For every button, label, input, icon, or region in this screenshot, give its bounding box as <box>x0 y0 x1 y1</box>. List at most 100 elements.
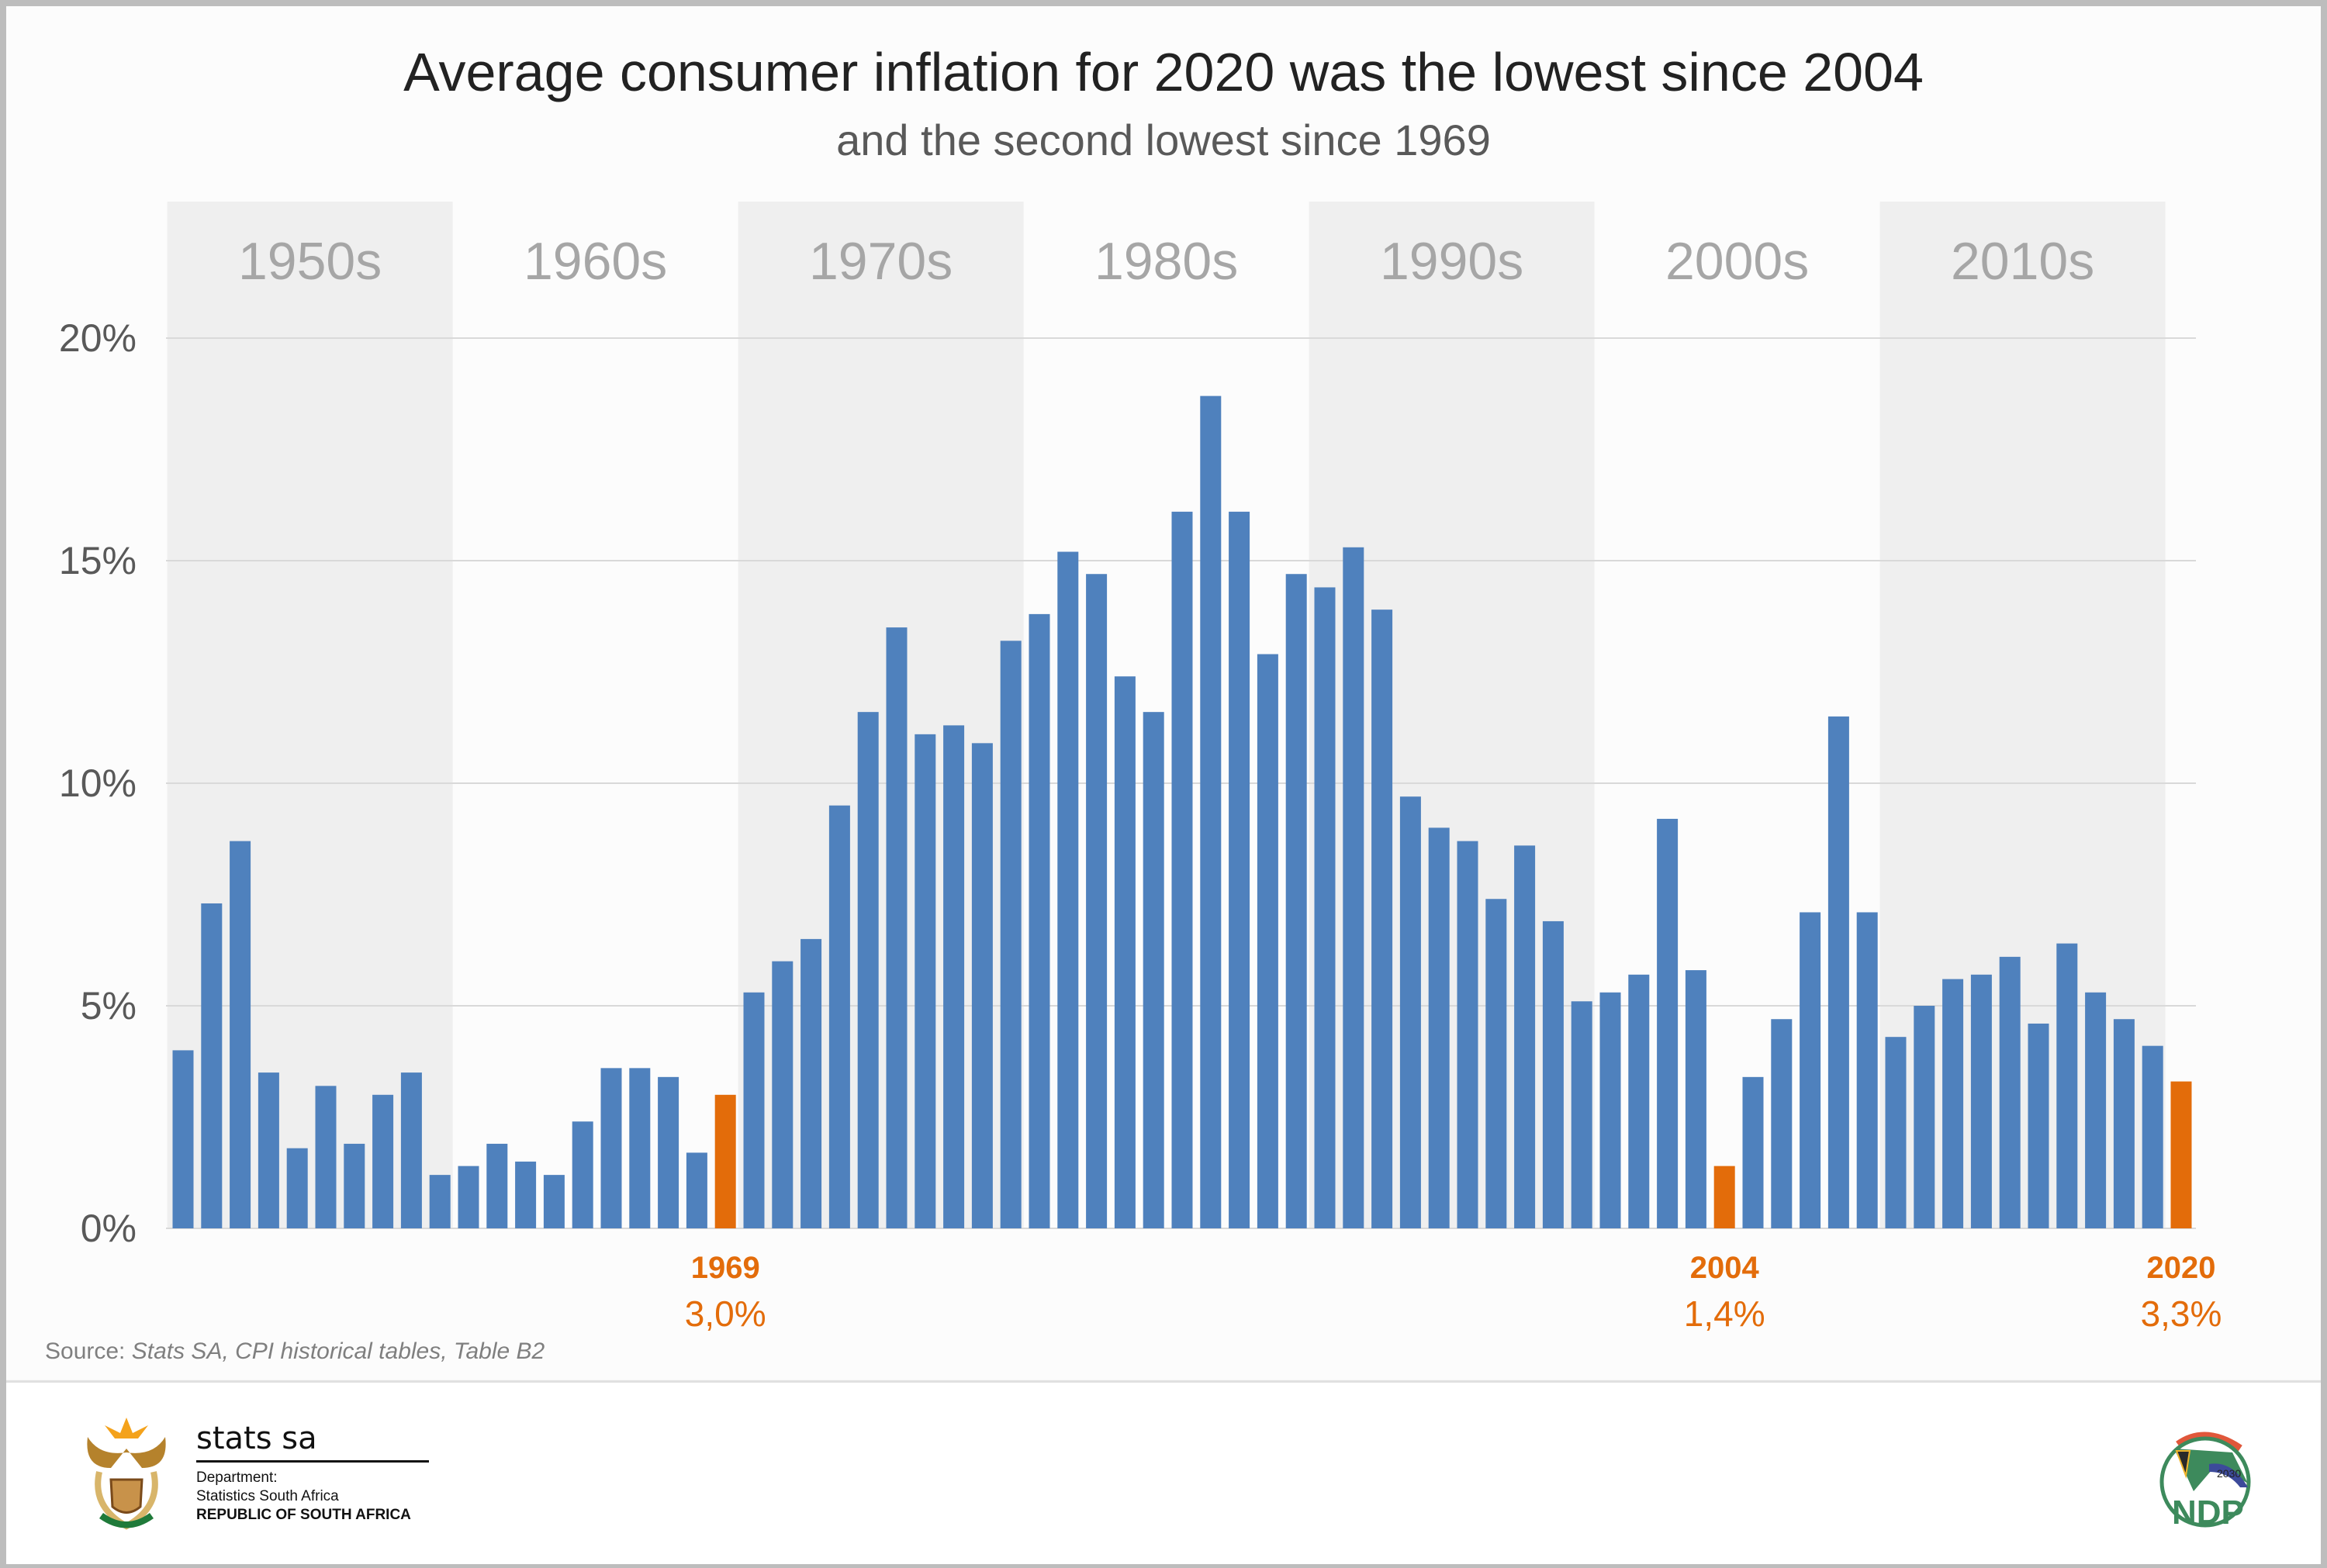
y-tick-label: 0% <box>81 1207 137 1250</box>
bar-1967 <box>658 1076 679 1228</box>
bar-1986 <box>1200 395 1222 1228</box>
bar-1990 <box>1314 587 1336 1228</box>
bar-1952 <box>230 841 251 1228</box>
bar-1974 <box>857 712 879 1228</box>
decade-label: 1970s <box>809 232 953 291</box>
bar-1973 <box>828 805 850 1228</box>
bar-1999 <box>1571 1001 1592 1228</box>
bar-1956 <box>344 1143 365 1228</box>
y-tick-label: 10% <box>59 762 137 805</box>
coat-of-arms-icon <box>87 1418 166 1530</box>
footer: stats sa Department: Statistics South Af… <box>6 1380 2321 1564</box>
bar-2008 <box>1827 716 1849 1228</box>
bar-1966 <box>629 1068 651 1228</box>
y-tick-label: 20% <box>59 316 137 360</box>
svg-text:2030: 2030 <box>2217 1467 2241 1480</box>
decade-label: 2010s <box>1951 232 2094 291</box>
bar-1959 <box>429 1175 451 1228</box>
bar-1968 <box>686 1152 707 1228</box>
y-tick-label: 15% <box>59 539 137 582</box>
bar-2011 <box>1914 1006 1935 1228</box>
source-note: Source: Stats SA, CPI historical tables,… <box>45 1338 545 1365</box>
bar-1963 <box>543 1175 565 1228</box>
annotation-value-2020: 3,3% <box>2141 1293 2222 1334</box>
bar-2015 <box>2028 1023 2049 1228</box>
bar-2002 <box>1657 818 1679 1228</box>
bar-2019 <box>2142 1045 2163 1228</box>
bar-2004 <box>1713 1166 1735 1228</box>
annotation-year-1969: 1969 <box>691 1251 760 1285</box>
bar-1978 <box>971 743 993 1228</box>
bar-1992 <box>1371 610 1393 1228</box>
bar-1961 <box>486 1143 508 1228</box>
bar-1984 <box>1143 712 1164 1228</box>
decade-label: 1960s <box>524 232 667 291</box>
source-text: Stats SA, CPI historical tables, Table B… <box>131 1338 545 1364</box>
bar-1985 <box>1171 511 1193 1228</box>
bar-1989 <box>1285 574 1307 1228</box>
bar-1950 <box>172 1050 194 1228</box>
svg-text:NDP: NDP <box>2172 1494 2244 1532</box>
bar-2010 <box>1885 1037 1907 1228</box>
bar-2020 <box>2170 1081 2192 1228</box>
bar-1972 <box>800 938 822 1228</box>
bar-1960 <box>458 1166 479 1228</box>
bar-1970 <box>743 992 765 1228</box>
bar-2012 <box>1942 979 1964 1228</box>
bar-1958 <box>400 1072 422 1228</box>
decade-label: 1950s <box>238 232 382 291</box>
bar-1976 <box>915 734 936 1228</box>
decade-label: 2000s <box>1665 232 1809 291</box>
bar-2018 <box>2113 1019 2135 1228</box>
dept-line-1: Department: <box>196 1470 278 1486</box>
chart-subtitle: and the second lowest since 1969 <box>836 116 1491 164</box>
bar-1987 <box>1229 511 1250 1228</box>
annotation-year-2004: 2004 <box>1690 1251 1760 1285</box>
bar-1955 <box>315 1086 337 1228</box>
chart-title: Average consumer inflation for 2020 was … <box>403 42 1924 102</box>
bar-1996 <box>1485 899 1507 1228</box>
bar-1951 <box>201 903 223 1228</box>
bar-1991 <box>1343 547 1364 1228</box>
bar-1977 <box>943 725 965 1228</box>
bar-2000 <box>1599 992 1621 1228</box>
bar-1994 <box>1428 827 1450 1228</box>
wordmark-divider <box>196 1460 429 1463</box>
bar-2014 <box>1999 956 2021 1228</box>
bar-2016 <box>2056 943 2078 1228</box>
bar-1953 <box>258 1072 279 1228</box>
bar-2007 <box>1800 912 1821 1228</box>
bar-1982 <box>1086 574 1108 1228</box>
bar-2009 <box>1856 912 1878 1228</box>
bar-1957 <box>372 1094 394 1228</box>
bar-1954 <box>286 1148 308 1228</box>
annotation-year-2020: 2020 <box>2147 1251 2216 1285</box>
bar-2003 <box>1685 970 1706 1228</box>
ndp-2030-logo: 2030 NDP <box>2159 1432 2251 1532</box>
decade-label: 1990s <box>1380 232 1523 291</box>
annotation-value-2004: 1,4% <box>1684 1293 1765 1334</box>
bar-2005 <box>1742 1076 1764 1228</box>
bar-1995 <box>1457 841 1478 1228</box>
bar-1983 <box>1114 676 1136 1228</box>
stats-sa-wordmark: stats sa <box>196 1421 317 1456</box>
bar-1993 <box>1399 796 1421 1228</box>
dept-line-3: REPUBLIC OF SOUTH AFRICA <box>196 1507 411 1523</box>
bar-1980 <box>1029 613 1050 1228</box>
bar-2017 <box>2085 992 2107 1228</box>
annotation-value-1969: 3,0% <box>685 1293 766 1334</box>
decade-label: 1980s <box>1094 232 1238 291</box>
bar-chart: 1950s 1960s 1970s 1980s 1990s 2000s 2010s 0% 5% 1… <box>59 202 2222 1334</box>
bar-1962 <box>515 1161 537 1228</box>
bar-1969 <box>714 1094 736 1228</box>
bar-1981 <box>1057 551 1079 1228</box>
bar-2013 <box>1970 974 1992 1228</box>
dept-line-2: Statistics South Africa <box>196 1488 339 1504</box>
bar-1964 <box>572 1121 593 1228</box>
source-prefix: Source: <box>45 1338 132 1364</box>
bar-2006 <box>1771 1019 1793 1228</box>
bar-1988 <box>1257 654 1278 1228</box>
bar-2001 <box>1628 974 1650 1228</box>
bar-1971 <box>772 961 794 1228</box>
